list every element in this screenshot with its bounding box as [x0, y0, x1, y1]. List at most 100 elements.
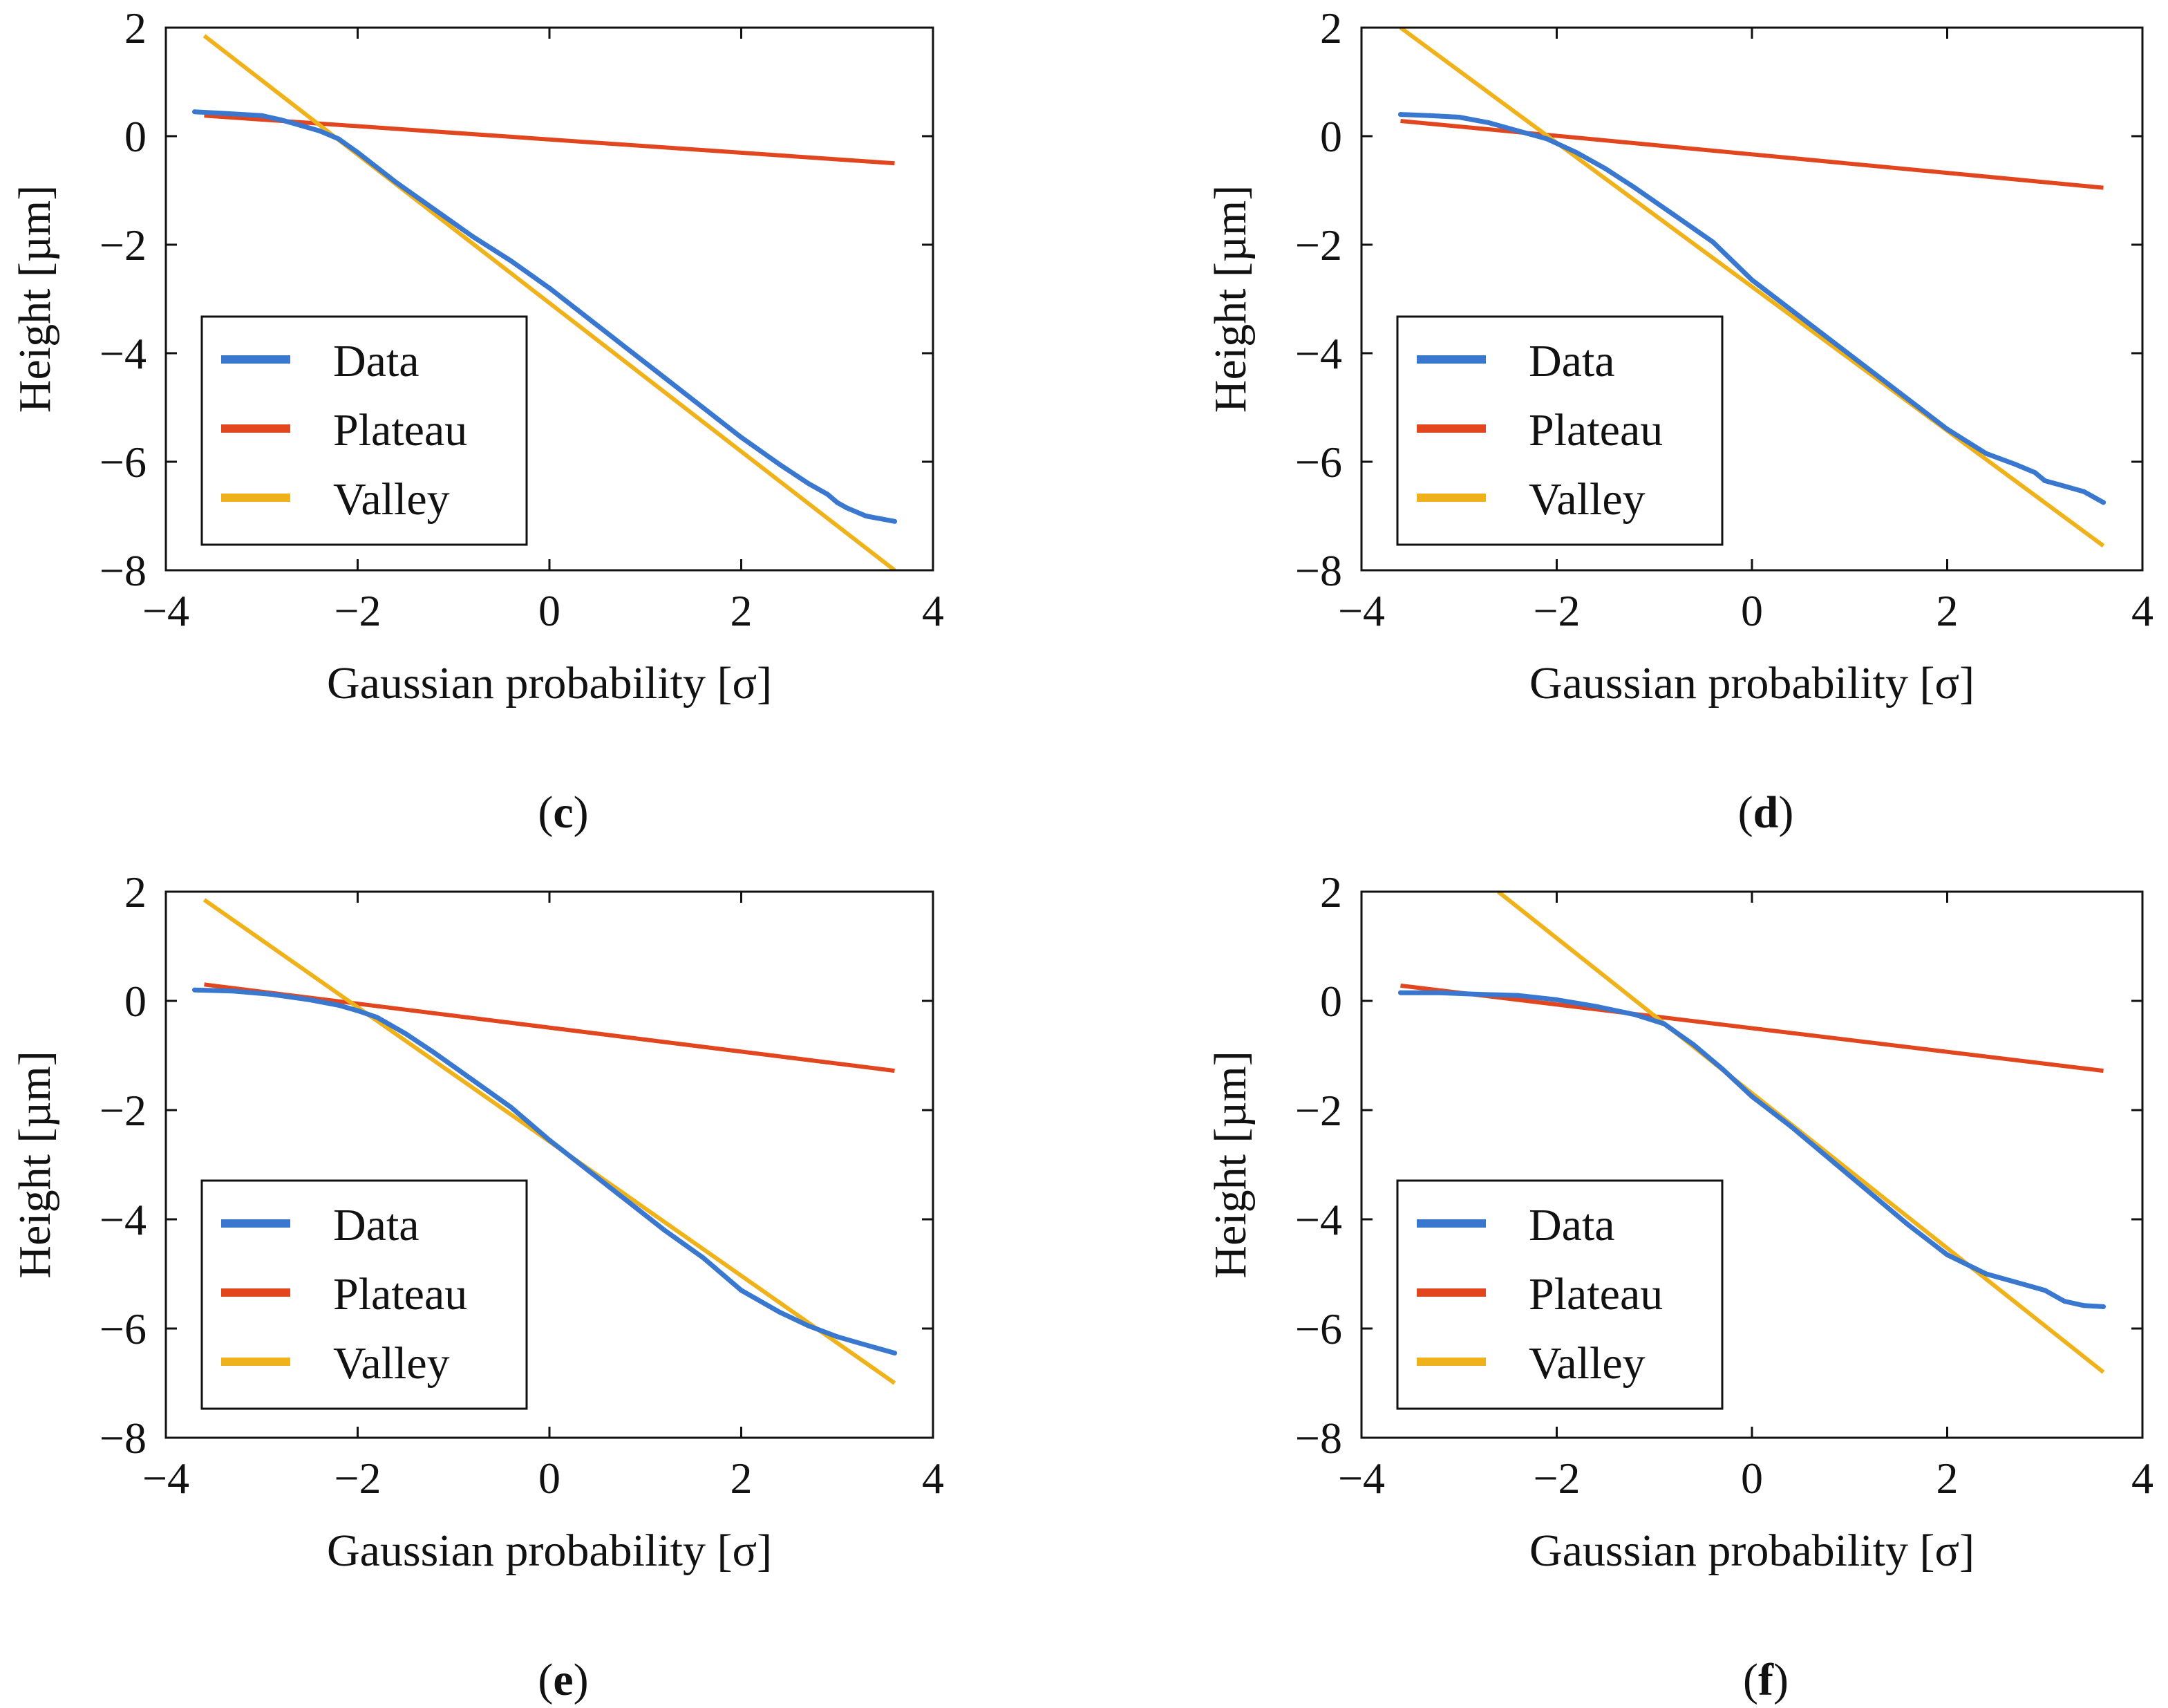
legend-label-valley: Valley: [333, 1338, 450, 1389]
data-point: [1983, 451, 1989, 456]
y-tick-label: −6: [1295, 438, 1342, 487]
legend-label-data: Data: [1529, 1200, 1615, 1250]
data-point: [739, 1288, 744, 1293]
data-point: [1749, 1094, 1755, 1099]
caption-close: ): [1778, 787, 1793, 838]
data-point: [2033, 470, 2038, 476]
data-point: [547, 285, 552, 291]
chart-panel-e: −4 −2 0 2 4 −8 −6 −4 −2 0 2 Gaussian probability [σ…: [10, 867, 944, 1705]
data-point: [2081, 489, 2086, 494]
data-point: [1905, 397, 1911, 402]
y-tick-label: −8: [100, 1414, 147, 1463]
caption-open: (: [1743, 1655, 1758, 1705]
data-point: [374, 1015, 379, 1020]
series-group: [1398, 28, 2106, 548]
x-axis-label: Gaussian probability [σ]: [327, 658, 772, 708]
data-point: [403, 1031, 408, 1036]
series-group: [192, 34, 897, 570]
caption-close: ): [1773, 1655, 1789, 1705]
caption-close: ): [574, 1655, 589, 1705]
legend-label-plateau: Plateau: [333, 405, 467, 456]
data-point: [739, 435, 744, 440]
data-point: [834, 500, 840, 505]
chart-panel-c: −4 −2 0 2 4 −8 −6 −4 −2 0 2 Gaussian probability [σ…: [10, 3, 944, 838]
legend-label-plateau: Plateau: [333, 1269, 467, 1320]
panel-caption: (f): [1743, 1655, 1789, 1705]
x-tick-label: −4: [1338, 586, 1385, 635]
data-point: [585, 1167, 590, 1173]
caption-open: (: [1738, 787, 1753, 838]
series-line-data: [1398, 990, 2106, 1309]
legend-label-data: Data: [333, 336, 420, 386]
data-point: [777, 1309, 782, 1315]
data-point: [1437, 990, 1442, 995]
data-point: [1690, 1042, 1696, 1047]
data-point: [1867, 1190, 1872, 1194]
data-point: [844, 505, 849, 511]
data-point: [873, 1345, 878, 1351]
data-point: [1827, 1156, 1833, 1162]
data-point: [2023, 1282, 2028, 1288]
y-tick-label: −2: [1295, 220, 1342, 270]
data-point: [192, 987, 198, 993]
y-tick-label: −4: [1295, 329, 1342, 378]
data-point: [509, 1105, 513, 1110]
data-point: [470, 1078, 475, 1082]
legend: Data Plateau Valley: [1396, 315, 1724, 546]
series-group: [192, 898, 897, 1385]
data-point: [2013, 462, 2018, 467]
x-tick-label: 4: [2131, 1454, 2153, 1503]
y-tick-label: −8: [1295, 546, 1342, 595]
data-point: [623, 345, 629, 350]
series-line-plateau: [204, 982, 895, 1073]
data-point: [230, 988, 236, 994]
y-tick-label: −2: [100, 220, 147, 270]
caption-letter: f: [1758, 1655, 1774, 1705]
series-line-plateau: [204, 113, 895, 166]
chart-panel-d: −4 −2 0 2 4 −8 −6 −4 −2 0 2 Gaussian probability [σ…: [1205, 3, 2153, 838]
y-tick-label: 0: [1320, 977, 1342, 1026]
data-point: [1983, 1271, 1989, 1277]
data-point: [1905, 1222, 1911, 1228]
legend-label-data: Data: [333, 1200, 420, 1250]
data-point: [279, 117, 283, 122]
y-tick-label: 2: [124, 3, 147, 53]
data-point: [2101, 1304, 2106, 1309]
data-point: [220, 111, 226, 116]
y-tick-label: −2: [100, 1086, 147, 1135]
x-tick-label: 2: [1936, 586, 1959, 635]
data-point: [297, 122, 303, 128]
x-axis-label: Gaussian probability [σ]: [1529, 1526, 1974, 1576]
data-point: [336, 136, 341, 142]
legend-label-valley: Valley: [1529, 1338, 1646, 1389]
x-tick-label: −2: [334, 586, 381, 635]
data-point: [307, 997, 312, 1002]
y-tick-label: −6: [100, 438, 147, 487]
x-tick-label: −4: [142, 586, 189, 635]
x-tick-label: −2: [1533, 586, 1580, 635]
data-point: [432, 207, 437, 212]
data-point: [259, 113, 265, 118]
x-tick-label: 0: [538, 586, 560, 635]
data-point: [662, 1228, 667, 1233]
data-point: [317, 128, 322, 133]
data-point: [2062, 483, 2067, 489]
data-point: [1720, 1067, 1726, 1072]
legend-label-plateau: Plateau: [1529, 405, 1663, 456]
x-tick-label: 2: [730, 586, 753, 635]
caption-close: ): [574, 787, 589, 838]
panel-caption: (e): [538, 1655, 588, 1705]
y-tick-label: −8: [1295, 1414, 1342, 1463]
caption-letter: e: [553, 1655, 573, 1705]
y-tick-label: −4: [1295, 1195, 1342, 1244]
x-tick-label: −4: [142, 1454, 189, 1503]
data-point: [2042, 1288, 2048, 1293]
data-point: [777, 462, 782, 467]
chart-panel-f: −4 −2 0 2 4 −8 −6 −4 −2 0 2 Gaussian probability [σ…: [1205, 867, 2153, 1705]
data-point: [1456, 115, 1462, 120]
data-point: [1671, 212, 1677, 218]
data-point: [393, 180, 399, 185]
data-point: [1867, 367, 1872, 372]
data-point: [824, 491, 830, 497]
